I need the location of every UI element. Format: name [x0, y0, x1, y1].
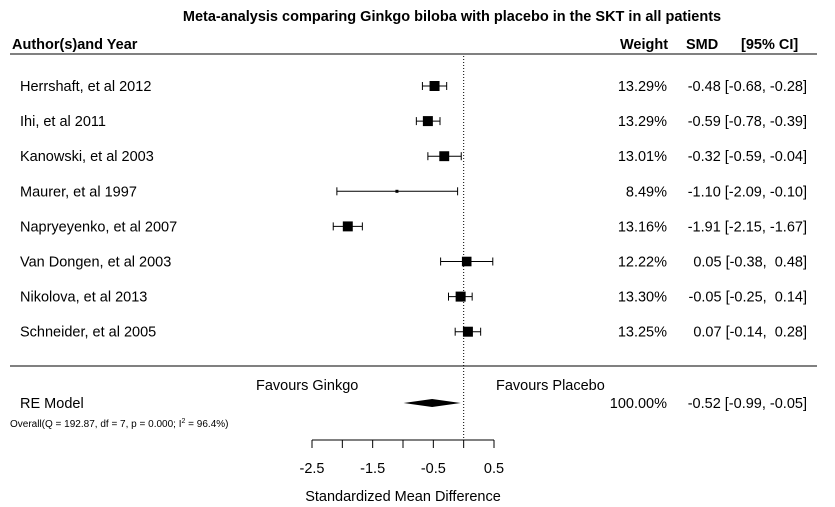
study-row: Ihi, et al 2011 13.29% -0.59 [-0.78, -0.39…	[20, 114, 807, 130]
study-row: Kanowski, et al 2003 13.01% -0.32 [-0.59, …	[20, 149, 807, 165]
study-name: Maurer, et al 1997	[20, 184, 137, 200]
summary-label: RE Model	[20, 396, 84, 412]
point-estimate-marker	[461, 256, 472, 267]
study-name: Nikolova, et al 2013	[20, 290, 147, 306]
study-estimate: -1.91 [-2.15, -1.67]	[688, 219, 807, 235]
chart-title: Meta-analysis comparing Ginkgo biloba wi…	[183, 9, 721, 25]
study-rows: Herrshaft, et al 2012 13.29% -0.48 [-0.68,…	[20, 79, 807, 341]
point-estimate-marker	[395, 189, 399, 193]
point-estimate-marker	[455, 291, 466, 302]
header-weight: Weight	[620, 37, 668, 53]
x-tick-label: -2.5	[300, 461, 325, 477]
study-row: Napryeyenko, et al 2007 13.16% -1.91 [-2.1…	[20, 219, 807, 235]
study-name: Kanowski, et al 2003	[20, 149, 154, 165]
study-name: Herrshaft, et al 2012	[20, 79, 151, 95]
x-tick-label: 0.5	[484, 461, 504, 477]
header-study: Author(s)and Year	[12, 37, 138, 53]
study-estimate: -1.10 [-2.09, -0.10]	[688, 184, 807, 200]
study-name: Van Dongen, et al 2003	[20, 255, 171, 271]
study-name: Napryeyenko, et al 2007	[20, 219, 177, 235]
point-estimate-marker	[462, 326, 473, 337]
summary-estimate: -0.52 [-0.99, -0.05]	[688, 396, 807, 412]
study-name: Schneider, et al 2005	[20, 325, 156, 341]
study-weight: 12.22%	[618, 255, 667, 271]
favours-right-label: Favours Placebo	[496, 378, 605, 394]
study-weight: 13.30%	[618, 290, 667, 306]
study-estimate: 0.05 [-0.38, 0.48]	[693, 255, 807, 271]
study-weight: 13.29%	[618, 114, 667, 130]
x-tick-label: -0.5	[421, 461, 446, 477]
point-estimate-marker	[422, 116, 433, 127]
study-row: Herrshaft, et al 2012 13.29% -0.48 [-0.68,…	[20, 79, 807, 95]
point-estimate-marker	[429, 81, 440, 91]
header-smd: SMD	[686, 37, 718, 53]
header-ci: [95% CI]	[741, 37, 798, 53]
study-weight: 8.49%	[626, 184, 667, 200]
study-row: Van Dongen, et al 2003 12.22% 0.05 [-0.38,…	[20, 255, 807, 271]
summary-weight: 100.00%	[610, 396, 667, 412]
study-weight: 13.29%	[618, 79, 667, 95]
x-axis-label: Standardized Mean Difference	[305, 489, 501, 505]
x-tick-label: -1.5	[360, 461, 385, 477]
point-estimate-marker	[439, 151, 450, 162]
study-weight: 13.01%	[618, 149, 667, 165]
point-estimate-marker	[342, 221, 353, 232]
study-name: Ihi, et al 2011	[20, 114, 106, 130]
x-axis: -2.5 -1.5 -0.5 0.5	[300, 439, 504, 477]
study-estimate: -0.05 [-0.25, 0.14]	[689, 290, 808, 306]
study-estimate: 0.07 [-0.14, 0.28]	[693, 325, 807, 341]
study-row: Maurer, et al 1997 8.49% -1.10 [-2.09, -0.…	[20, 184, 807, 200]
summary-diamond	[403, 399, 461, 407]
favours-left-label: Favours Ginkgo	[256, 378, 358, 394]
study-weight: 13.16%	[618, 219, 667, 235]
study-estimate: -0.48 [-0.68, -0.28]	[688, 79, 807, 95]
study-row: Nikolova, et al 2013 13.30% -0.05 [-0.25, …	[20, 290, 807, 306]
study-weight: 13.25%	[618, 325, 667, 341]
heterogeneity-stats: Overall(Q = 192.87, df = 7, p = 0.000; I…	[10, 418, 229, 430]
study-estimate: -0.32 [-0.59, -0.04]	[688, 149, 807, 165]
study-estimate: -0.59 [-0.78, -0.39]	[688, 114, 807, 130]
study-row: Schneider, et al 2005 13.25% 0.07 [-0.14, …	[20, 325, 807, 341]
